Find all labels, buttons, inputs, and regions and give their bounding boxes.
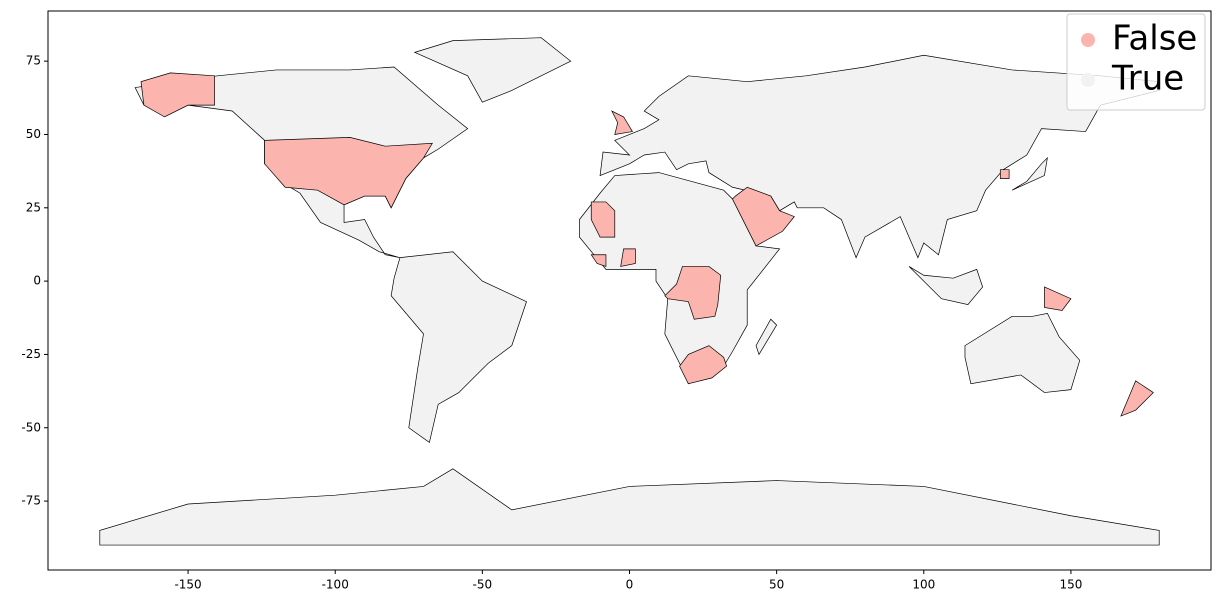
legend-label: False — [1112, 19, 1197, 59]
region — [590, 201, 616, 238]
x-tick-label: 50 — [769, 578, 784, 592]
legend-box — [1066, 13, 1206, 111]
region — [590, 254, 607, 267]
region — [1011, 156, 1048, 191]
y-tick-label: 25 — [26, 200, 41, 214]
region — [1120, 380, 1154, 417]
y-tick-label: -50 — [21, 420, 41, 434]
y-tick-label: -25 — [21, 347, 41, 361]
x-tick-label: -50 — [473, 578, 493, 592]
y-tick-label: 75 — [26, 54, 41, 68]
region — [611, 110, 634, 135]
region — [599, 54, 1160, 259]
region — [679, 345, 728, 385]
region — [664, 266, 722, 320]
region — [264, 137, 433, 209]
y-tick-label: 0 — [33, 274, 41, 288]
legend-marker — [1081, 33, 1095, 47]
region — [390, 251, 527, 444]
region — [413, 37, 572, 103]
x-tick-label: -100 — [322, 578, 349, 592]
region — [732, 186, 795, 247]
y-tick-label: -75 — [21, 494, 41, 508]
x-tick-label: 150 — [1059, 578, 1082, 592]
region — [140, 72, 215, 118]
region — [620, 248, 636, 267]
x-tick-label: 0 — [626, 578, 634, 592]
region — [1044, 286, 1072, 311]
region — [999, 169, 1010, 179]
legend-marker — [1081, 73, 1095, 87]
region — [99, 468, 1160, 546]
region — [964, 312, 1081, 393]
x-tick-label: -150 — [174, 578, 201, 592]
region — [908, 266, 984, 305]
legend-label: True — [1111, 59, 1184, 99]
y-tick-label: 50 — [26, 127, 41, 141]
x-tick-label: 100 — [912, 578, 935, 592]
region — [755, 318, 778, 356]
